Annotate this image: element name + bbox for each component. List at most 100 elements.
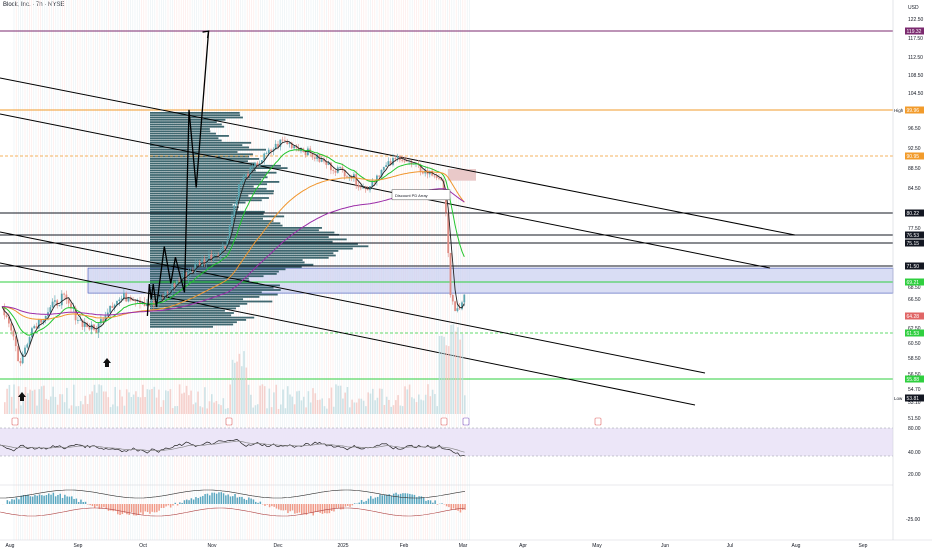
oscillator-bar	[241, 496, 243, 504]
volume-profile-bar	[150, 169, 256, 172]
candle-body	[77, 320, 79, 321]
oscillator-bar	[146, 504, 149, 513]
volume-bar	[45, 398, 47, 414]
volume-profile-bar	[150, 139, 222, 142]
price-tick-label: 92.50	[908, 146, 921, 152]
volume-bar	[162, 400, 165, 414]
candle-body	[226, 240, 229, 249]
oscillator-bar	[381, 495, 383, 504]
candle-body	[182, 272, 185, 279]
oscillator-bar	[324, 504, 326, 514]
candle-body	[376, 175, 378, 182]
oscillator-bar	[321, 504, 324, 514]
oscillator-bar	[259, 501, 262, 504]
candle-body	[440, 178, 443, 181]
volume-profile-bar	[150, 114, 241, 117]
time-tick-label: Mar	[459, 543, 468, 549]
volume-profile-bar	[150, 118, 226, 121]
volume-profile-bar	[150, 231, 335, 234]
candle-body	[357, 185, 360, 188]
volume-bar	[89, 394, 91, 414]
volume-bar	[450, 324, 452, 414]
oscillator-bar	[393, 493, 395, 504]
volume-profile-bar	[150, 266, 302, 268]
volume-bar	[84, 395, 87, 414]
volume-profile-bar	[150, 141, 252, 144]
volume-bar	[174, 406, 176, 414]
volume-profile-bar	[150, 263, 314, 266]
oscillator-bar	[243, 498, 245, 504]
volume-profile-bar	[150, 307, 237, 310]
candle-body	[166, 291, 169, 293]
candle-body	[270, 149, 272, 152]
candle-body	[447, 212, 450, 254]
volume-bar	[464, 395, 466, 414]
price-label-value: 61.53	[907, 331, 920, 337]
volume-bar	[73, 384, 75, 414]
volume-bar	[438, 335, 441, 414]
volume-bar	[369, 393, 372, 414]
volume-profile-bar	[150, 160, 248, 163]
volume-bar	[8, 384, 11, 414]
price-label-tag	[905, 312, 924, 320]
volume-profile-bar	[150, 254, 336, 257]
oscillator-bar	[27, 494, 29, 504]
oscillator-bar	[91, 504, 94, 507]
oscillator-bar	[13, 499, 15, 504]
volume-profile-bar	[150, 197, 269, 199]
volume-bar	[178, 384, 181, 414]
volume-profile-bar	[150, 158, 260, 160]
candle-body	[102, 319, 105, 322]
candle-body	[274, 143, 277, 150]
price-label-value: 69.21	[907, 280, 920, 286]
volume-bar	[401, 406, 404, 414]
candle-body	[93, 324, 95, 330]
candle-body	[247, 173, 249, 178]
candle-body	[449, 253, 452, 296]
volume-profile-bar	[150, 222, 281, 225]
candle-body	[203, 259, 206, 265]
oscillator-bar	[190, 498, 193, 504]
volume-profile-bar	[150, 137, 219, 140]
oscillator-bar	[188, 500, 190, 504]
volume-bar	[275, 384, 277, 414]
oscillator-bar	[220, 492, 222, 504]
candle-body	[86, 322, 88, 328]
volume-bar	[213, 402, 215, 414]
volume-bar	[192, 404, 195, 414]
candle-body	[263, 153, 266, 161]
volume-bar	[395, 400, 397, 414]
volume-bar	[112, 404, 114, 414]
volume-bar	[10, 396, 13, 414]
oscillator-bar	[57, 494, 59, 504]
volume-profile-bar	[150, 213, 264, 215]
candle-body	[334, 170, 337, 173]
candle-body	[401, 159, 404, 161]
volume-bar	[171, 408, 174, 414]
oscillator-bar	[133, 504, 135, 516]
ema-orange-line	[1, 171, 465, 321]
candle-body	[316, 154, 318, 159]
candle-body	[267, 149, 270, 154]
volume-bar	[429, 396, 432, 414]
oscillator-bar	[459, 504, 462, 513]
time-tick-label: Aug	[792, 543, 801, 549]
candle-body	[40, 319, 42, 323]
candle-body	[251, 166, 254, 168]
oscillator-bar	[183, 500, 186, 504]
candle-body	[164, 291, 167, 299]
time-tick-label: Sep	[74, 543, 83, 549]
volume-profile-bar	[150, 268, 286, 271]
volume-bar	[144, 397, 146, 414]
oscillator-bar	[227, 494, 229, 504]
oscillator-bar	[404, 493, 406, 504]
volume-bar	[289, 394, 291, 414]
candle-body	[194, 263, 197, 272]
oscillator-bar	[181, 502, 183, 504]
volume-profile-bar	[150, 183, 268, 186]
candle-body	[132, 300, 134, 301]
volume-bar	[86, 403, 89, 414]
volume-profile-bar	[150, 238, 347, 241]
candle-body	[327, 162, 330, 165]
